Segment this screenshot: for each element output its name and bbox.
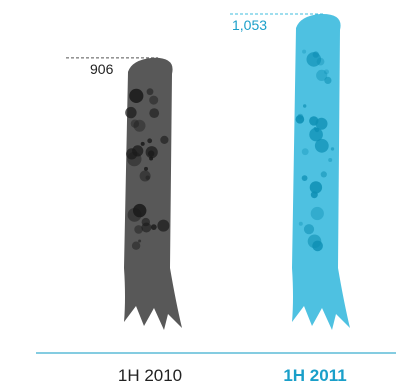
bar-texture-spot xyxy=(127,208,142,222)
bar-texture-spot xyxy=(147,138,153,144)
value-label-1h-2010: 906 xyxy=(90,61,114,77)
bar-texture-spot xyxy=(146,88,154,96)
bar-texture-spot xyxy=(144,166,148,171)
bar-texture-spot xyxy=(301,148,309,156)
bars-group xyxy=(124,13,350,330)
bar-texture-spot xyxy=(129,88,144,103)
bar-texture-spot xyxy=(306,52,322,67)
bar-texture-spot xyxy=(309,127,323,142)
bar-texture-spot xyxy=(314,138,329,153)
bar-texture-spot xyxy=(149,156,154,161)
bar-texture-spot xyxy=(139,170,151,182)
bar-texture-spot xyxy=(324,69,329,75)
bar-texture-spot xyxy=(298,221,303,226)
bar-texture-spot xyxy=(149,108,160,118)
bar-texture-spot xyxy=(134,225,143,234)
bar-texture-spot xyxy=(160,135,169,144)
bar-texture-spot xyxy=(309,181,323,194)
bar-texture-spot xyxy=(295,115,305,124)
value-label-1h-2011: 1,053 xyxy=(232,17,267,33)
bar-texture-spot xyxy=(150,224,157,231)
bar-texture-spot xyxy=(328,158,333,162)
bar-texture-spot xyxy=(145,146,158,159)
bar-texture-spot xyxy=(324,76,332,84)
bar-1h-2011 xyxy=(292,13,350,330)
bar-texture-spot xyxy=(141,222,152,233)
bar-texture-spot xyxy=(301,175,308,182)
bar-texture-spot xyxy=(131,241,141,250)
category-label-1h-2010: 1H 2010 xyxy=(118,366,182,385)
bar-texture-spot xyxy=(302,49,307,54)
bar-texture-spot xyxy=(125,106,137,119)
bar-texture-spot xyxy=(312,240,323,252)
bar-texture-spot xyxy=(138,239,142,243)
bar-texture-spot xyxy=(315,117,328,130)
bar-texture-spot xyxy=(133,119,146,132)
bar-texture-spot xyxy=(310,206,324,221)
bar-texture-spot xyxy=(140,141,145,146)
bar-texture-spot xyxy=(330,147,335,151)
bar-1h-2010 xyxy=(124,57,182,330)
bar-texture-spot xyxy=(157,219,170,232)
bar-texture-spot xyxy=(303,224,315,235)
bar-texture-spot xyxy=(320,171,327,178)
bar-texture-spot xyxy=(149,95,159,105)
bar-texture-spot xyxy=(303,104,307,108)
bar-texture-spot xyxy=(316,69,328,81)
bar-texture-spot xyxy=(130,119,140,128)
category-label-1h-2011: 1H 2011 xyxy=(283,366,346,385)
bar-texture-spot xyxy=(132,145,144,157)
